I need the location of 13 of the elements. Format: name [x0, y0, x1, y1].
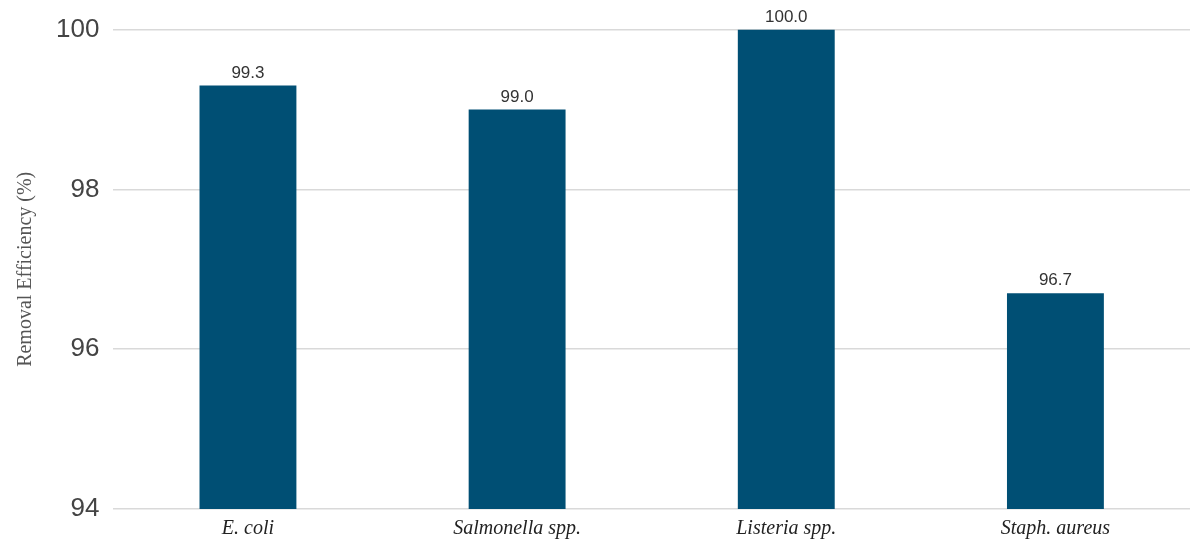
y-tick-label: 100: [55, 12, 100, 43]
data-label: 99.3: [231, 62, 265, 82]
x-tick-label: E. coli: [220, 516, 275, 539]
y-axis-title: Removal Efficiency (%): [13, 171, 37, 367]
x-tick-label: Listeria spp.: [735, 516, 837, 540]
x-tick-label: Staph. aureus: [1000, 516, 1111, 540]
data-label: 96.7: [1038, 270, 1072, 290]
y-tick-label: 94: [70, 492, 100, 523]
x-tick-label: Salmonella spp.: [453, 516, 581, 540]
data-label: 100.0: [764, 6, 808, 26]
y-tick-label: 96: [70, 332, 100, 363]
data-label: 99.0: [500, 86, 534, 106]
y-tick-label: 98: [70, 172, 100, 203]
